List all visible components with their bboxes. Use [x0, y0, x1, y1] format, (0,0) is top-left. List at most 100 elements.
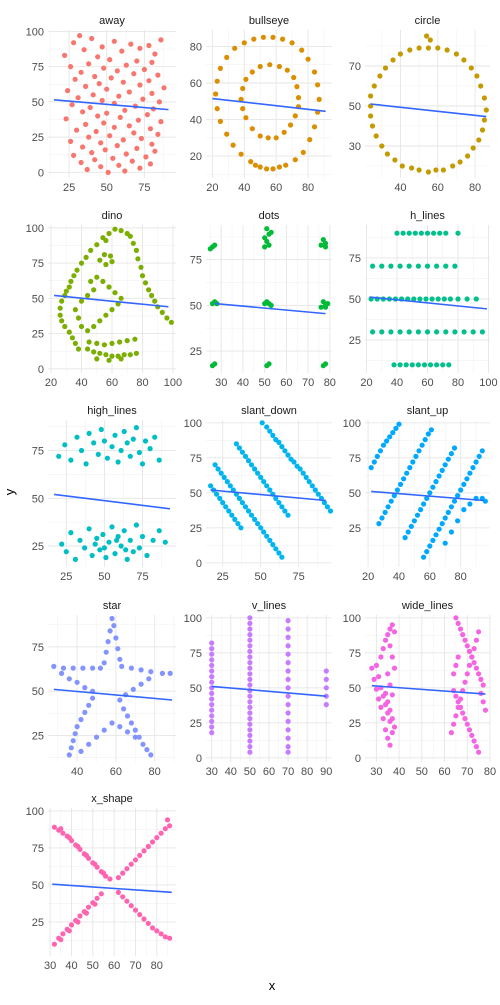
data-point [285, 702, 291, 708]
data-point [75, 346, 82, 352]
data-point [117, 724, 123, 730]
data-point [124, 556, 130, 563]
data-point [247, 682, 253, 688]
data-point [124, 713, 131, 719]
trend-line [53, 688, 173, 701]
data-point [100, 278, 106, 284]
data-point [451, 721, 457, 727]
data-point [83, 121, 89, 127]
data-point [72, 340, 78, 346]
x-tick-label: 70 [302, 377, 314, 389]
data-point [408, 523, 414, 530]
data-point [300, 149, 306, 155]
data-point [116, 93, 122, 99]
data-point [149, 839, 156, 845]
data-point [389, 622, 395, 628]
data-point [418, 230, 424, 236]
y-tick-label: 100 [184, 418, 202, 430]
data-point [78, 447, 85, 454]
data-point [86, 741, 92, 747]
data-point [248, 159, 254, 165]
data-point [465, 153, 471, 159]
data-point [397, 51, 403, 57]
data-point [289, 40, 295, 46]
data-point [74, 679, 80, 685]
data-point [147, 161, 153, 167]
data-point [128, 665, 134, 671]
data-point [226, 508, 232, 514]
data-point [461, 329, 467, 335]
data-point [71, 273, 77, 279]
data-point [424, 495, 430, 501]
data-point [85, 904, 92, 910]
data-point [416, 45, 422, 51]
panel-away: away 25 50 75 0 25 50 75 100 [26, 15, 176, 194]
data-point [243, 115, 249, 121]
data-point [415, 329, 421, 335]
data-point [264, 166, 270, 172]
data-point [212, 361, 218, 367]
data-point [209, 301, 216, 307]
data-point [145, 843, 151, 850]
data-point [399, 163, 405, 169]
data-point [458, 487, 464, 493]
panel-title-high_lines: high_lines [87, 405, 137, 417]
data-point [107, 133, 113, 139]
data-point [309, 483, 315, 489]
data-point [247, 637, 253, 643]
data-point [260, 34, 266, 40]
data-point [382, 727, 389, 733]
data-point [140, 96, 146, 102]
data-point [88, 247, 94, 253]
data-point [159, 309, 165, 315]
data-point [89, 35, 95, 42]
data-point [141, 916, 147, 922]
data-point [373, 662, 379, 669]
data-point [209, 646, 215, 652]
data-point [107, 876, 113, 882]
panel-x_shape: x_shape 30 40 50 60 70 80 25 50 75 100 [26, 793, 176, 972]
x-tick-label: 80 [149, 766, 161, 778]
data-point [83, 852, 89, 859]
data-point [462, 679, 468, 685]
data-point [106, 539, 112, 545]
data-point [121, 428, 127, 435]
data-point [142, 438, 149, 444]
data-point [121, 528, 127, 534]
y-tick-label: 75 [190, 255, 202, 267]
data-point [476, 453, 482, 459]
data-point [247, 671, 253, 677]
data-point [224, 479, 230, 485]
data-point [59, 298, 65, 304]
data-point [135, 256, 141, 262]
data-point [104, 86, 110, 92]
data-point [77, 537, 83, 543]
data-point [473, 296, 479, 302]
data-point [273, 495, 279, 501]
data-point [62, 323, 68, 330]
data-point [468, 65, 474, 71]
data-point [424, 263, 431, 269]
data-point [283, 162, 289, 168]
data-point [103, 237, 109, 244]
data-point [60, 830, 66, 836]
data-point [249, 126, 255, 132]
panel-title-slant_down: slant_down [241, 405, 297, 417]
data-point [433, 167, 439, 173]
data-point [285, 651, 291, 657]
x-tick-label: 20 [362, 571, 374, 583]
data-point [457, 159, 463, 165]
data-point [413, 453, 419, 459]
panel-title-wide_lines: wide_lines [401, 600, 454, 612]
data-point [117, 339, 123, 345]
data-point [75, 843, 81, 850]
data-point [245, 458, 252, 464]
y-tick-label: 25 [190, 346, 202, 358]
data-point [455, 230, 461, 236]
data-point [262, 244, 268, 250]
data-point [162, 934, 168, 940]
data-point [66, 928, 72, 934]
data-point [83, 910, 89, 916]
data-point [78, 748, 84, 755]
data-point [86, 339, 92, 345]
